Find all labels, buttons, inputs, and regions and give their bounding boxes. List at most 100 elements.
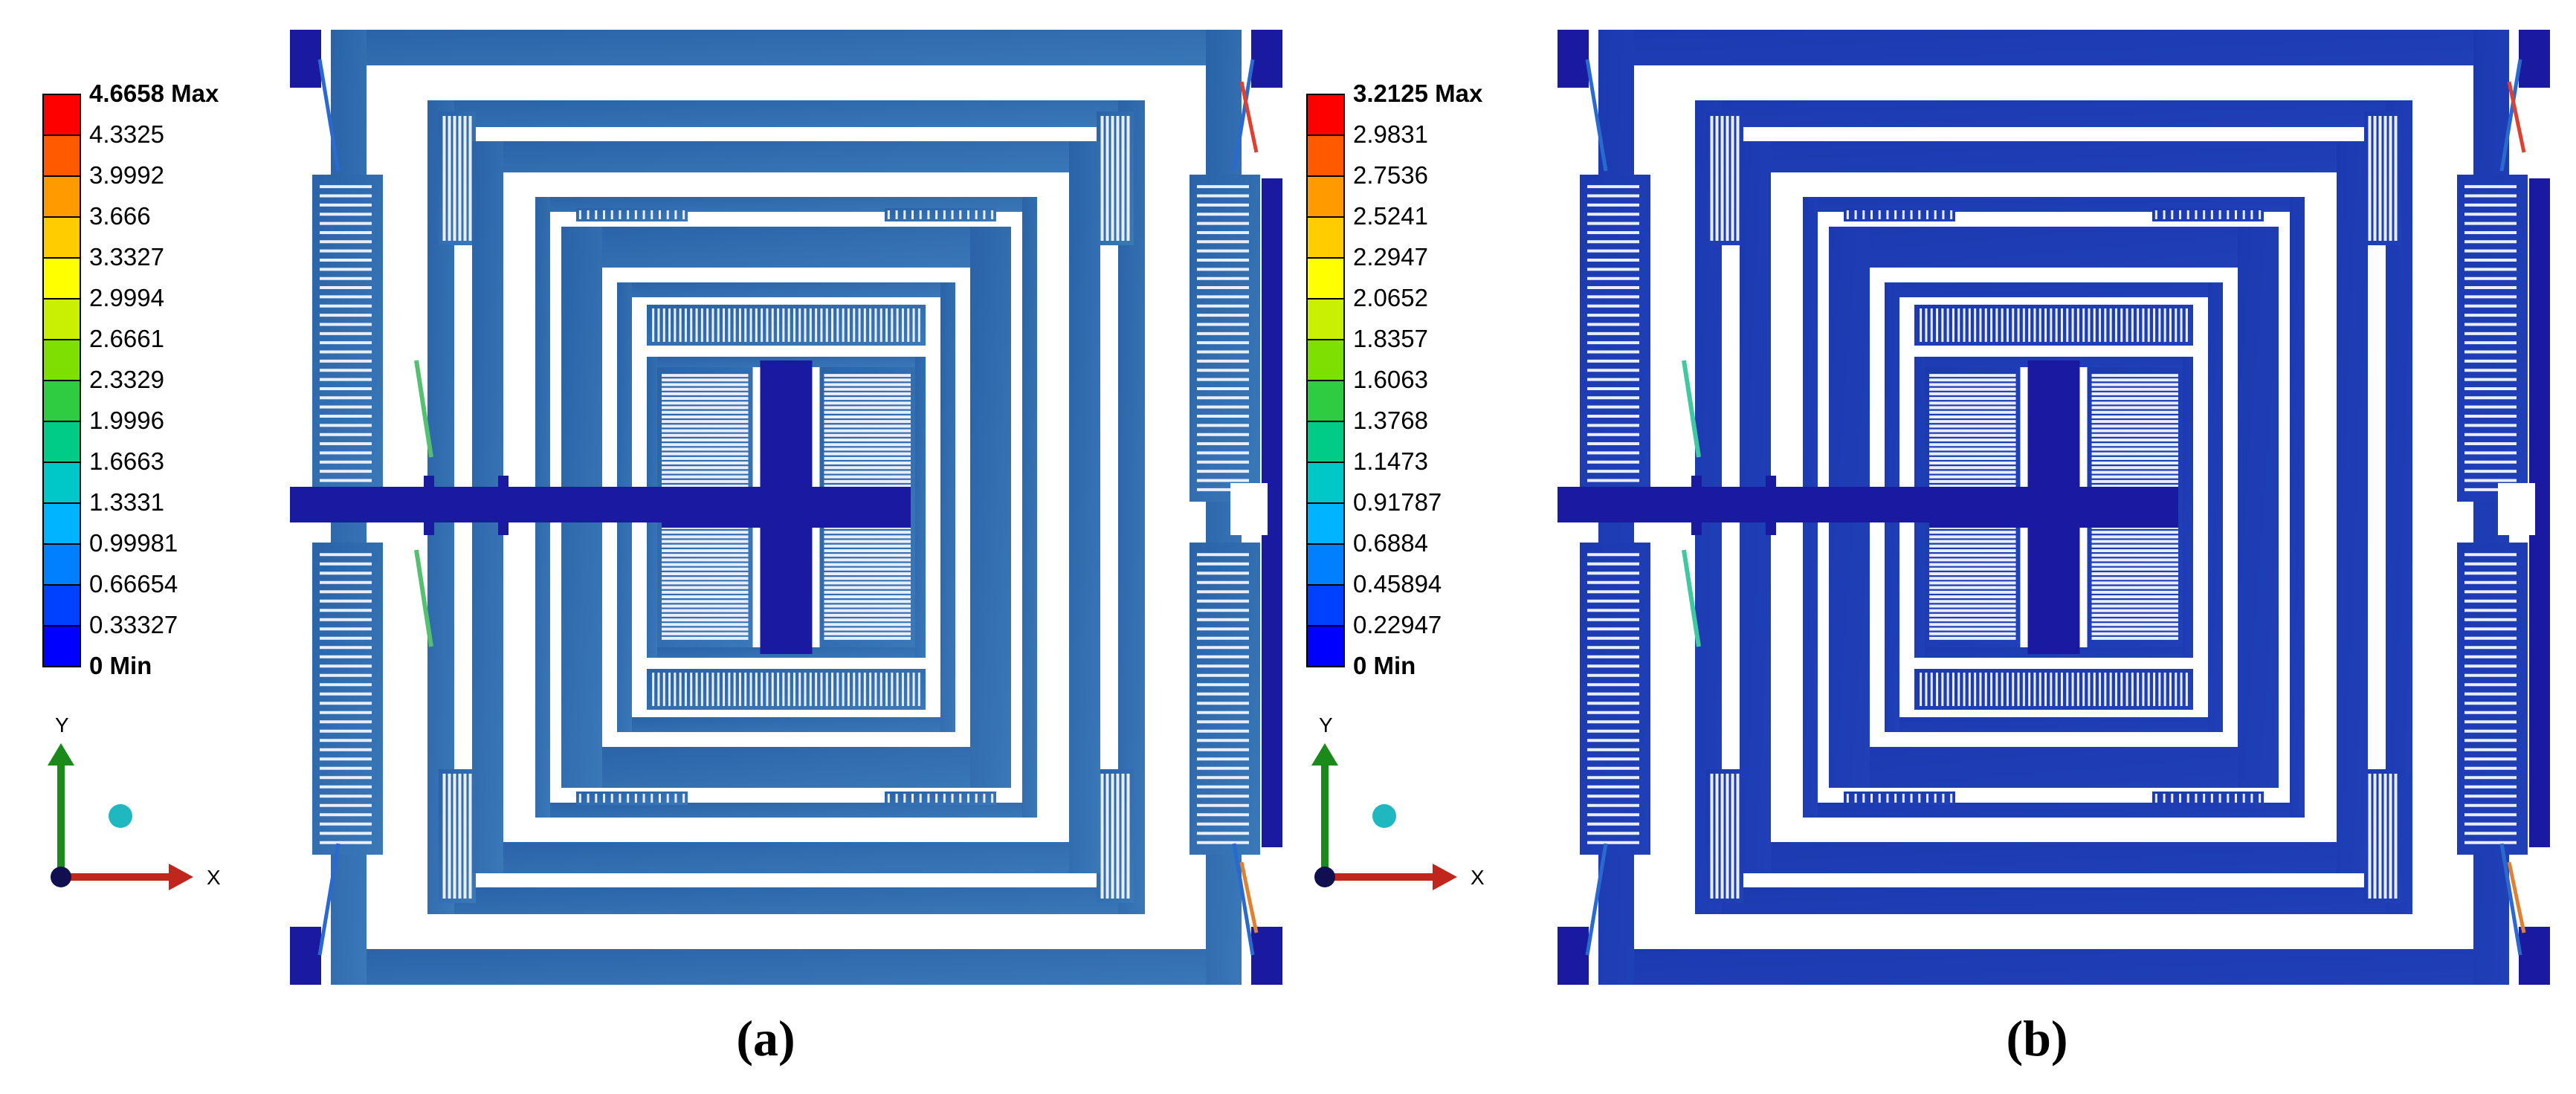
mems-device: [1557, 30, 2550, 985]
small-comb-bar: [885, 208, 996, 221]
serpentine-spring-gaps: [1710, 116, 1740, 241]
legend-swatch: [42, 257, 81, 300]
top-comb-strip: [1914, 305, 2193, 346]
x-axis-label: X: [207, 866, 221, 889]
legend-swatch: [42, 175, 81, 218]
serpentine-spring-gaps: [1710, 774, 1740, 899]
legend-swatch: [1306, 257, 1345, 300]
legend-label: 3.3327: [89, 243, 164, 271]
small-comb-bar-gaps: [2154, 794, 2262, 803]
panel-b: 3.2125 Max 2.9831 2.7536 2.5241 2.2947 2.0652…: [1306, 30, 2550, 1067]
small-comb-bar-gaps: [578, 210, 685, 219]
origin-dot-icon: [51, 867, 71, 887]
right-comb-block-bottom: [1189, 543, 1260, 855]
legend-label: 2.5241: [1353, 202, 1428, 230]
legend-label: 0.66654: [89, 570, 178, 598]
x-axis-label: X: [1471, 866, 1485, 889]
bottom-comb-gaps: [1920, 673, 2188, 706]
y-axis-arrow-icon: [48, 743, 74, 766]
tether-spring: [1232, 843, 1255, 956]
drive-beam: [1557, 487, 1996, 522]
deflected-spring: [1682, 549, 1701, 647]
legend-swatch: [1306, 135, 1345, 177]
legend-label: 2.3329: [89, 366, 164, 393]
drive-beam-tab: [1766, 476, 1776, 535]
anchor-pad: [2519, 927, 2550, 985]
tether-spring: [2499, 843, 2522, 956]
small-comb-bar-gaps: [578, 794, 685, 803]
y-axis-label: Y: [55, 713, 69, 737]
legend-label: 1.8357: [1353, 325, 1428, 352]
drive-beam-tab: [498, 476, 509, 535]
mems-device: [290, 30, 1282, 985]
legend-swatch: [42, 502, 81, 545]
top-comb-strip: [647, 305, 926, 346]
max-deflection-spring: [1239, 861, 1259, 933]
legend-label: 0.6884: [1353, 529, 1428, 557]
deflected-spring: [1682, 360, 1701, 458]
legend-label: 3.2125 Max: [1353, 80, 1483, 107]
axis-triad: YX: [1311, 713, 1485, 890]
view-sphere-icon: [1372, 804, 1396, 828]
anchor-pad: [1251, 927, 1282, 985]
legend-label: 0.45894: [1353, 570, 1442, 598]
tether-spring: [1585, 843, 1608, 956]
origin-dot-icon: [1314, 867, 1335, 887]
bottom-comb-strip: [647, 669, 926, 710]
small-comb-bar: [2152, 792, 2264, 805]
anchor-pad: [290, 30, 321, 88]
small-comb-bar: [576, 208, 688, 221]
legend-label: 0.99981: [89, 529, 178, 557]
legend-label: 1.9996: [89, 407, 164, 434]
max-deflection-spring: [2507, 81, 2526, 153]
anchor-pad: [1557, 30, 1589, 88]
left-comb-fingers-bottom: [320, 553, 372, 844]
serpentine-spring-gaps: [2368, 116, 2398, 241]
legend-label: 0.33327: [89, 611, 178, 638]
frame-3: [472, 141, 1100, 873]
legend-label: 3.666: [89, 202, 151, 230]
right-comb-block-top: [1189, 175, 1260, 502]
right-comb-block-top: [2457, 175, 2528, 502]
legend-label: 0.91787: [1353, 488, 1442, 516]
serpentine-spring-gaps: [1100, 116, 1130, 241]
legend-label: 0.22947: [1353, 611, 1442, 638]
legend-swatch: [42, 543, 81, 586]
max-deflection-spring: [2507, 861, 2526, 933]
legend-swatch: [1306, 584, 1345, 627]
serpentine-spring-gaps: [2368, 774, 2398, 899]
left-comb-block-top: [312, 175, 383, 502]
panel-a: 4.6658 Max 4.3325 3.9992 3.666 3.3327 2.9994 2…: [42, 30, 1282, 1067]
serpentine-spring-gaps: [442, 774, 472, 899]
small-comb-bar: [885, 792, 996, 805]
legend: 4.6658 Max 4.3325 3.9992 3.666 3.3327 2.9994 2…: [42, 80, 219, 679]
legend-swatch: [42, 339, 81, 381]
tether-spring: [1585, 59, 1608, 172]
left-comb-block-bottom: [1580, 543, 1650, 855]
legend-swatch: [1306, 543, 1345, 586]
serpentine-spring-gaps: [1100, 774, 1130, 899]
view-sphere-icon: [109, 804, 132, 828]
anchor-pad: [2519, 30, 2550, 88]
legend-label: 2.9994: [89, 284, 164, 311]
right-comb-fingers-bottom: [1197, 553, 1249, 844]
frame-4: [535, 197, 1037, 818]
tether-spring: [2499, 59, 2522, 172]
legend-swatch: [1306, 175, 1345, 218]
legend-label: 2.9831: [1353, 120, 1428, 148]
y-axis-arrow-icon: [1311, 743, 1338, 766]
legend-swatch: [1306, 298, 1345, 340]
legend-swatch: [1306, 380, 1345, 422]
small-comb-bar-gaps: [887, 210, 994, 219]
legend-label: 1.3768: [1353, 407, 1428, 434]
small-comb-bar-gaps: [2154, 210, 2262, 219]
legend-swatch: [42, 298, 81, 340]
legend-label: 2.7536: [1353, 161, 1428, 189]
panel-caption: (a): [736, 1010, 795, 1067]
legend-swatch: [42, 216, 81, 259]
anchor-pad: [290, 927, 321, 985]
small-comb-bar: [1844, 792, 1955, 805]
legend-label: 1.6663: [89, 447, 164, 475]
legend-label: 1.6063: [1353, 366, 1428, 393]
tether-spring: [317, 843, 340, 956]
